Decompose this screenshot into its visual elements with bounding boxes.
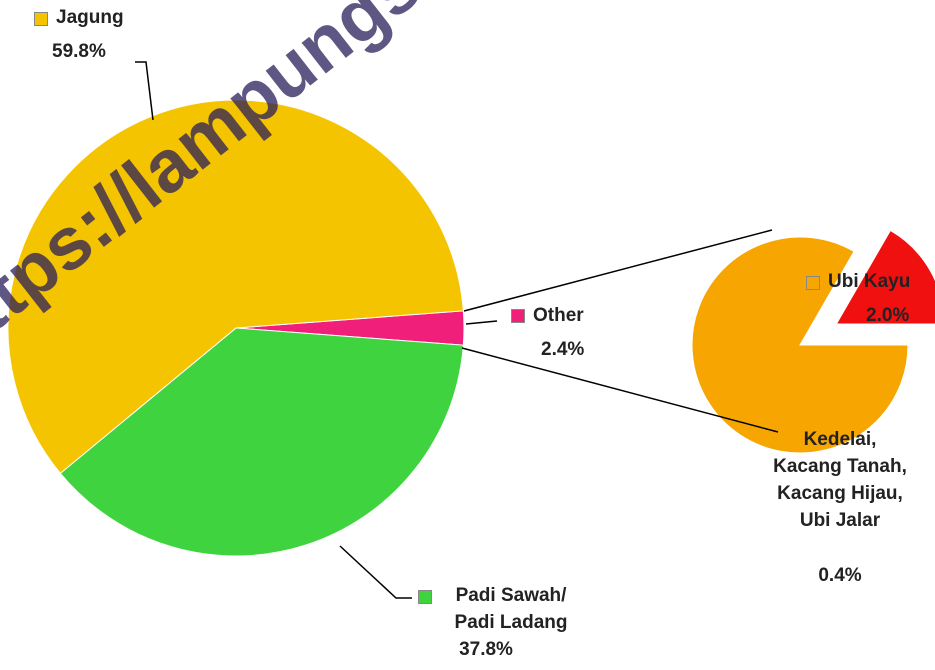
- leader-line: [465, 320, 498, 325]
- category-label: Other: [533, 305, 584, 326]
- pie-slice: [691, 236, 909, 454]
- category-label: Jagung: [56, 7, 124, 28]
- value-label: 37.8%: [459, 639, 513, 660]
- value-label: 2.4%: [541, 339, 585, 360]
- category-label: Ubi Kayu: [828, 271, 911, 292]
- leader-line: [339, 545, 412, 599]
- legend-marker: [418, 590, 432, 604]
- category-label: Kedelai, Kacang Tanah, Kacang Hijau, Ubi…: [773, 429, 907, 531]
- legend-marker: [34, 12, 48, 26]
- connector: [461, 347, 779, 433]
- connector: [463, 229, 773, 312]
- legend-marker: [806, 276, 820, 290]
- category-label: Padi Sawah/ Padi Ladang: [454, 585, 568, 633]
- pie-slice: [835, 229, 935, 325]
- legend-marker: [511, 309, 525, 323]
- pie-slice: [7, 99, 464, 475]
- value-label: 59.8%: [52, 41, 106, 62]
- leader-line: [135, 61, 154, 121]
- value-label: 0.4%: [818, 565, 862, 586]
- value-label: 2.0%: [866, 305, 910, 326]
- pie-slice: [59, 327, 464, 557]
